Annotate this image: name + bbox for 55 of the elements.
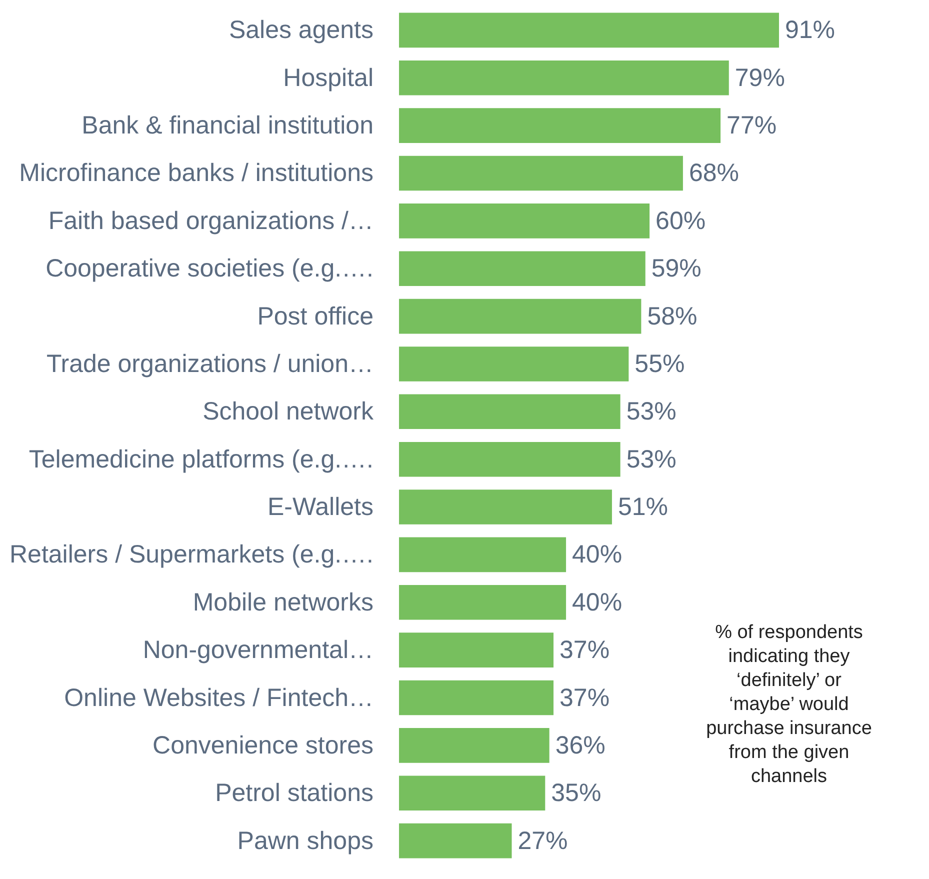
data-label: 91% xyxy=(785,16,836,44)
y-tick-label: Trade organizations / union… xyxy=(46,350,374,378)
data-label: 77% xyxy=(726,112,777,140)
bar xyxy=(399,346,629,382)
data-label: 51% xyxy=(618,493,668,522)
data-label: 35% xyxy=(551,779,602,808)
y-tick-label: School network xyxy=(202,398,374,426)
data-label: 53% xyxy=(626,445,676,474)
bar xyxy=(399,298,642,334)
y-tick-label: Online Websites / Fintech… xyxy=(64,684,374,712)
data-label: 40% xyxy=(572,540,622,569)
bar xyxy=(399,632,554,668)
data-label: 79% xyxy=(734,64,785,92)
bar xyxy=(399,537,566,572)
data-label: 68% xyxy=(688,159,740,188)
data-label: 36% xyxy=(555,731,606,760)
bar xyxy=(399,823,512,858)
y-tick-label: E-Wallets xyxy=(267,493,374,522)
bar xyxy=(399,680,554,716)
data-label: 37% xyxy=(560,684,610,712)
bar xyxy=(399,204,650,238)
y-tick-label: Pawn shops xyxy=(237,826,374,855)
data-label: 27% xyxy=(518,826,568,855)
y-tick-label: Sales agents xyxy=(228,16,374,44)
y-tick-label: Faith based organizations /… xyxy=(48,206,374,235)
y-tick-label: Mobile networks xyxy=(192,588,374,616)
y-tick-label: Microfinance banks / institutions xyxy=(19,159,374,188)
bar xyxy=(399,156,683,191)
y-tick-label: Hospital xyxy=(283,64,374,92)
bar xyxy=(399,776,546,811)
bar xyxy=(399,394,620,430)
bar xyxy=(399,728,550,763)
y-tick-label: Retailers / Supermarkets (e.g.…. xyxy=(9,540,374,569)
y-tick-label: Post office xyxy=(257,302,374,330)
data-label: 37% xyxy=(560,636,610,664)
data-label: 55% xyxy=(634,350,685,378)
y-tick-label: Petrol stations xyxy=(215,779,374,808)
y-tick-label: Cooperative societies (e.g.…. xyxy=(46,254,374,283)
bar xyxy=(399,60,729,96)
bar xyxy=(399,584,566,620)
bar xyxy=(399,490,612,524)
data-label: 60% xyxy=(656,206,706,235)
bar xyxy=(399,12,779,48)
data-label: 53% xyxy=(626,398,676,426)
data-label: 58% xyxy=(647,302,698,330)
bar xyxy=(399,251,646,286)
y-tick-label: Telemedicine platforms (e.g.…. xyxy=(28,445,374,474)
data-label: 59% xyxy=(651,254,702,283)
y-tick-label: Bank & financial institution xyxy=(82,112,374,140)
data-label: 40% xyxy=(572,588,622,616)
annotation: % of respondents indicating they ‘definitely’ or ‘maybe’ would purchase insurance from the given channels xyxy=(706,622,872,787)
y-tick-label: Non-governmental… xyxy=(142,636,374,664)
y-tick-label: Convenience stores xyxy=(152,731,374,760)
bar xyxy=(399,108,721,143)
bar xyxy=(399,442,620,477)
